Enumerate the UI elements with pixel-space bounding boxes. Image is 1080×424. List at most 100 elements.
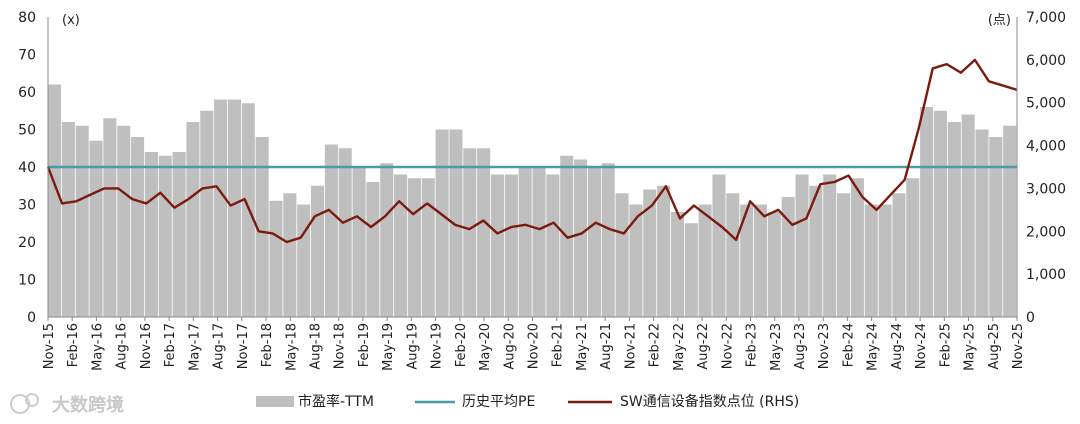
legend-label-average: 历史平均PE: [462, 394, 535, 410]
x-tick-label: May-20: [478, 323, 493, 371]
left-tick-label: 30: [18, 198, 36, 214]
x-tick-label: Feb-21: [551, 323, 566, 367]
pe-bar: [684, 223, 698, 317]
pe-bar: [823, 174, 837, 317]
pe-bar: [269, 200, 283, 317]
pe-bar: [227, 99, 241, 317]
x-tick-label: Aug-24: [890, 323, 905, 370]
pe-bar: [214, 99, 228, 317]
index-line: [46, 58, 1018, 244]
pe-bar: [144, 152, 158, 317]
pe-bar: [601, 163, 615, 317]
x-tick-label: Feb-17: [163, 323, 178, 367]
pe-bar: [504, 174, 518, 317]
pe-bar: [740, 204, 754, 317]
pe-bar: [933, 110, 947, 317]
pe-bar: [574, 159, 588, 317]
right-tick-label: 1,000: [1026, 267, 1066, 283]
legend-label-pe: 市盈率-TTM: [298, 393, 374, 410]
x-tick-label: Aug-19: [405, 323, 420, 370]
pe-bar: [670, 212, 684, 317]
legend-swatch-pe: [256, 396, 294, 407]
pe-bar: [712, 174, 726, 317]
pe-bar: [864, 204, 878, 317]
x-tick-label: Nov-24: [914, 323, 929, 369]
pe-bar: [311, 185, 325, 317]
left-tick-label: 20: [18, 235, 36, 251]
right-tick-label: 5,000: [1026, 96, 1066, 112]
x-tick-label: Aug-18: [308, 323, 323, 370]
pe-bar: [366, 182, 380, 317]
pe-bar: [906, 178, 920, 317]
x-tick-label: May-18: [284, 323, 299, 371]
x-tick-label: Feb-16: [66, 323, 81, 367]
pe-bar: [117, 125, 131, 317]
pe-bar: [283, 193, 297, 317]
pe-bar: [587, 167, 601, 317]
left-tick-label: 60: [18, 85, 36, 101]
pe-bar: [989, 137, 1003, 317]
x-tick-label: Nov-19: [430, 323, 445, 369]
x-tick-label: Nov-21: [623, 323, 638, 369]
x-tick-label: Feb-23: [745, 323, 760, 367]
pe-bar: [48, 84, 62, 317]
x-tick-label: Feb-22: [648, 323, 663, 367]
x-tick-label: Aug-23: [793, 323, 808, 370]
x-tick-label: May-25: [963, 323, 978, 371]
right-tick-label: 6,000: [1026, 53, 1066, 69]
right-axis-unit: (点): [988, 13, 1011, 28]
x-tick-label: Nov-20: [527, 323, 542, 369]
pe-bar: [352, 167, 366, 317]
pe-bar: [89, 140, 103, 317]
pe-bar: [961, 114, 975, 317]
x-tick-label: Nov-22: [720, 323, 735, 369]
pe-bar: [532, 167, 546, 317]
x-tick-label: Feb-25: [938, 323, 953, 367]
legend-label-index: SW通信设备指数点位 (RHS): [620, 393, 799, 410]
pe-bar: [158, 155, 172, 317]
pe-bar: [518, 167, 532, 317]
pe-bar: [477, 148, 491, 317]
pe-bar: [338, 148, 352, 317]
x-tick-label: Nov-17: [236, 323, 251, 369]
left-axis-ticks: 0 10 20 30 40 50 60 70 80: [18, 10, 36, 326]
pe-bar: [103, 118, 117, 317]
x-tick-label: May-21: [575, 323, 590, 371]
x-tick-label: May-17: [187, 323, 202, 371]
pe-bar: [380, 163, 394, 317]
right-tick-label: 0: [1026, 310, 1035, 326]
x-tick-label: Aug-16: [115, 323, 130, 370]
pe-bar: [186, 122, 200, 317]
pe-bar: [643, 189, 657, 317]
x-tick-label: Feb-19: [357, 323, 372, 367]
x-tick-label: Aug-20: [502, 323, 517, 370]
x-tick-label: Aug-17: [212, 323, 227, 370]
pe-bar: [878, 204, 892, 317]
x-tick-label: May-16: [90, 323, 105, 371]
left-tick-label: 0: [27, 310, 36, 326]
watermark-icon-inner: [25, 393, 39, 407]
x-tick-label: May-19: [381, 323, 396, 371]
pe-bar: [850, 178, 864, 317]
x-tick-label: May-24: [866, 323, 881, 371]
x-tick-label: Nov-18: [333, 323, 348, 369]
left-tick-label: 50: [18, 123, 36, 139]
pe-bar: [837, 193, 851, 317]
pe-bar: [892, 193, 906, 317]
pe-bar: [698, 204, 712, 317]
pe-bar: [75, 125, 89, 317]
pe-bar: [131, 137, 145, 317]
pe-bar: [421, 178, 435, 317]
x-axis-ticks: Nov-15 Feb-16 May-16 Aug-16 Nov-16 Feb-17 May-…: [42, 317, 1026, 371]
right-tick-label: 3,000: [1026, 181, 1066, 197]
pe-bar: [781, 197, 795, 317]
pe-bar: [629, 204, 643, 317]
pe-bar: [61, 122, 75, 317]
left-tick-label: 10: [18, 273, 36, 289]
pe-bar: [172, 152, 186, 317]
x-tick-label: May-22: [672, 323, 687, 371]
x-tick-label: Nov-23: [817, 323, 832, 369]
pe-bars: [48, 84, 1017, 317]
pe-bar: [920, 107, 934, 317]
